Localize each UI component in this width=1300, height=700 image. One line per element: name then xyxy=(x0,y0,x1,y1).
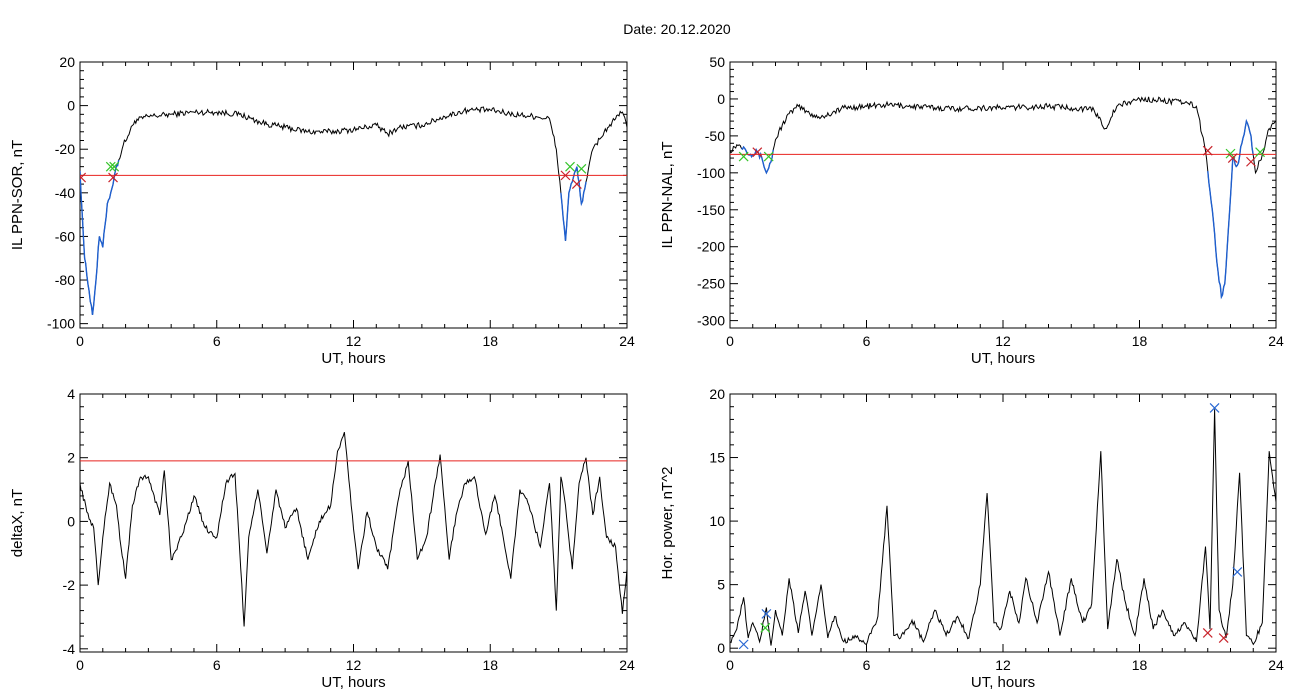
event-marker xyxy=(1202,145,1213,156)
highlight-segment xyxy=(1207,118,1254,300)
highlight-segment xyxy=(80,159,120,315)
y-tick-label: -50 xyxy=(705,128,725,144)
x-tick-label: 18 xyxy=(482,657,498,673)
y-axis-label: deltaX, nT xyxy=(9,489,26,557)
event-marker xyxy=(752,147,763,158)
x-axis-label: UT, hours xyxy=(971,674,1035,691)
event-marker xyxy=(105,161,116,172)
event-marker xyxy=(738,639,749,650)
y-tick-label: 50 xyxy=(709,54,725,70)
y-tick-label: -20 xyxy=(55,141,75,157)
chart-panel-4: 0 6 12 18 24 20 15 10 5 0 UT, hours Hor. power, nT^… xyxy=(659,386,1284,691)
x-axis-label: UT, hours xyxy=(321,674,385,691)
x-tick-label: 18 xyxy=(482,333,498,349)
y-tick-label: 0 xyxy=(67,98,75,114)
event-marker xyxy=(763,151,774,162)
figure-title: Date: 20.12.2020 xyxy=(623,21,731,37)
y-tick-label: -200 xyxy=(697,239,725,255)
y-tick-label: -2 xyxy=(63,577,76,593)
event-marker xyxy=(738,151,749,162)
x-tick-label: 0 xyxy=(76,657,84,673)
event-marker xyxy=(1255,147,1265,158)
y-axis-label: IL PPN-NAL, nT xyxy=(659,142,676,249)
series-line xyxy=(80,106,627,315)
highlight-segment xyxy=(560,166,587,241)
plot-area xyxy=(730,403,1276,650)
series-line xyxy=(730,409,1276,646)
x-tick-label: 24 xyxy=(619,333,635,349)
x-tick-label: 18 xyxy=(1132,657,1148,673)
y-tick-label: -40 xyxy=(55,185,75,201)
x-tick-label: 6 xyxy=(213,333,221,349)
event-marker xyxy=(576,163,587,174)
y-tick-label: -60 xyxy=(55,228,75,244)
event-marker xyxy=(761,608,772,619)
y-tick-label: 15 xyxy=(709,450,725,466)
x-tick-label: 12 xyxy=(346,333,362,349)
plot-area xyxy=(730,96,1276,300)
chart-panel-2: 0 6 12 18 24 50 0 -50 -100 -150 -200 -250 -300 UT, ho… xyxy=(659,54,1284,367)
event-marker xyxy=(1209,403,1220,413)
event-marker xyxy=(1232,567,1243,577)
event-marker xyxy=(108,172,118,183)
event-marker xyxy=(1202,628,1213,638)
y-tick-label: 4 xyxy=(67,386,75,402)
y-tick-label: 2 xyxy=(67,450,75,466)
y-tick-label: 0 xyxy=(717,640,725,656)
x-axis-label: UT, hours xyxy=(321,350,385,367)
event-marker xyxy=(571,179,582,190)
y-tick-label: -100 xyxy=(47,316,75,332)
x-tick-label: 24 xyxy=(1268,333,1284,349)
chart-panel-3: 0 6 12 18 24 4 2 0 -2 -4 UT, hours deltaX, nT xyxy=(9,386,635,691)
event-marker xyxy=(560,170,571,181)
series-line xyxy=(730,96,1276,299)
y-tick-label: 10 xyxy=(709,513,725,529)
y-axis-label: IL PPN-SOR, nT xyxy=(9,140,26,250)
event-marker xyxy=(1218,633,1229,643)
event-marker xyxy=(565,161,575,172)
x-tick-label: 12 xyxy=(346,657,362,673)
plot-frame xyxy=(729,393,1277,653)
x-tick-label: 6 xyxy=(213,657,221,673)
plot-area xyxy=(80,106,627,315)
plot-area xyxy=(80,432,627,627)
y-tick-label: -100 xyxy=(697,165,725,181)
chart-panel-1: 0 6 12 18 24 20 0 -20 -40 -60 -80 -100 UT, hours IL P… xyxy=(9,54,635,367)
plot-frame xyxy=(79,61,628,329)
y-tick-label: 20 xyxy=(709,386,725,402)
y-tick-label: 0 xyxy=(717,91,725,107)
y-tick-label: -300 xyxy=(697,313,725,329)
y-tick-label: 0 xyxy=(67,513,75,529)
event-marker xyxy=(80,172,87,183)
y-tick-label: 20 xyxy=(59,54,75,70)
x-tick-label: 0 xyxy=(76,333,84,349)
x-tick-label: 12 xyxy=(995,333,1011,349)
event-marker xyxy=(1246,156,1256,167)
x-tick-label: 6 xyxy=(863,333,871,349)
x-tick-label: 24 xyxy=(619,657,635,673)
y-tick-label: -250 xyxy=(697,276,725,292)
x-tick-label: 0 xyxy=(726,657,734,673)
event-marker xyxy=(1227,153,1238,163)
x-tick-label: 24 xyxy=(1268,657,1284,673)
x-tick-label: 6 xyxy=(863,657,871,673)
series-line xyxy=(80,432,627,627)
event-marker xyxy=(760,622,771,633)
x-axis-label: UT, hours xyxy=(971,350,1035,367)
x-tick-label: 0 xyxy=(726,333,734,349)
x-tick-label: 12 xyxy=(995,657,1011,673)
y-tick-label: 5 xyxy=(717,577,725,593)
x-tick-label: 18 xyxy=(1132,333,1148,349)
y-tick-label: -80 xyxy=(55,272,75,288)
y-tick-label: -150 xyxy=(697,202,725,218)
y-axis-label: Hor. power, nT^2 xyxy=(659,467,676,580)
y-tick-label: -4 xyxy=(63,641,76,657)
plot-frame xyxy=(729,61,1277,329)
event-marker xyxy=(109,161,120,172)
